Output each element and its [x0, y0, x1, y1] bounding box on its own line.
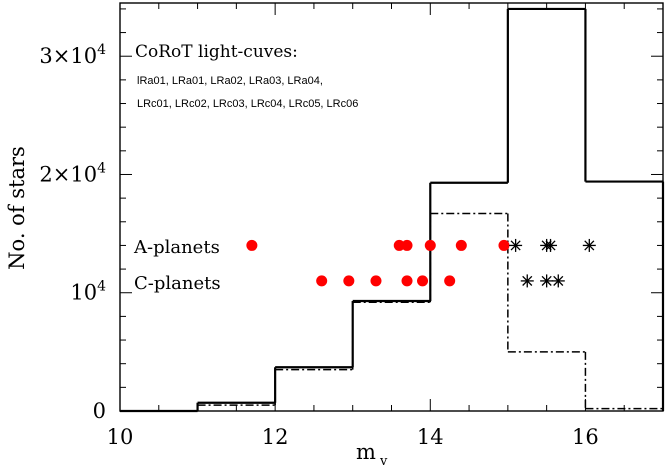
planet-star	[582, 238, 596, 252]
x-tick-label: 16	[572, 425, 599, 449]
a-planets-label: A-planets	[133, 237, 220, 258]
annotation-line-1: lRa01, LRa01, LRa02, LRa03, LRa04,	[137, 75, 323, 87]
planet-dot	[316, 275, 328, 287]
planet-dot	[444, 275, 456, 287]
planet-dot	[370, 275, 382, 287]
y-tick-label: 104	[70, 279, 106, 305]
planet-dot	[393, 239, 405, 251]
y-axis-title: No. of stars	[5, 146, 29, 270]
annotation-heading: CoRoT light-cuves:	[135, 42, 298, 62]
star-stroke	[584, 240, 595, 251]
x-tick-label: 14	[417, 425, 444, 449]
star-stroke	[545, 240, 556, 251]
planet-dot	[401, 239, 413, 251]
y-tick-label: 3×104	[39, 42, 106, 68]
star-stroke	[541, 275, 552, 286]
planet-dot	[455, 239, 467, 251]
planet-star	[540, 274, 554, 288]
planet-dot	[417, 275, 429, 287]
y-tick-label: 0	[93, 399, 106, 423]
x-axis-title: m v	[356, 440, 388, 468]
annotation-line-2: LRc01, LRc02, LRc03, LRc04, LRc05, LRc06	[137, 98, 358, 110]
planet-dot	[246, 239, 258, 251]
planet-dot	[498, 239, 510, 251]
planet-dot	[343, 275, 355, 287]
planet-star	[520, 274, 534, 288]
histogram-series-0	[120, 7, 665, 413]
x-axis-title-main: m	[356, 440, 376, 464]
x-tick-label: 10	[107, 425, 134, 449]
x-axis-title-sub: v	[379, 454, 388, 468]
star-stroke	[510, 240, 521, 251]
planet-dot	[401, 275, 413, 287]
c-planets-label: C-planets	[134, 273, 221, 294]
planet-star	[509, 238, 523, 252]
planet-dot	[424, 239, 436, 251]
planet-star	[551, 274, 565, 288]
x-tick-label: 12	[262, 425, 289, 449]
plot-frame	[119, 2, 664, 412]
planet-star	[544, 238, 558, 252]
y-tick-label: 2×104	[39, 160, 106, 186]
star-stroke	[553, 275, 564, 286]
star-stroke	[522, 275, 533, 286]
